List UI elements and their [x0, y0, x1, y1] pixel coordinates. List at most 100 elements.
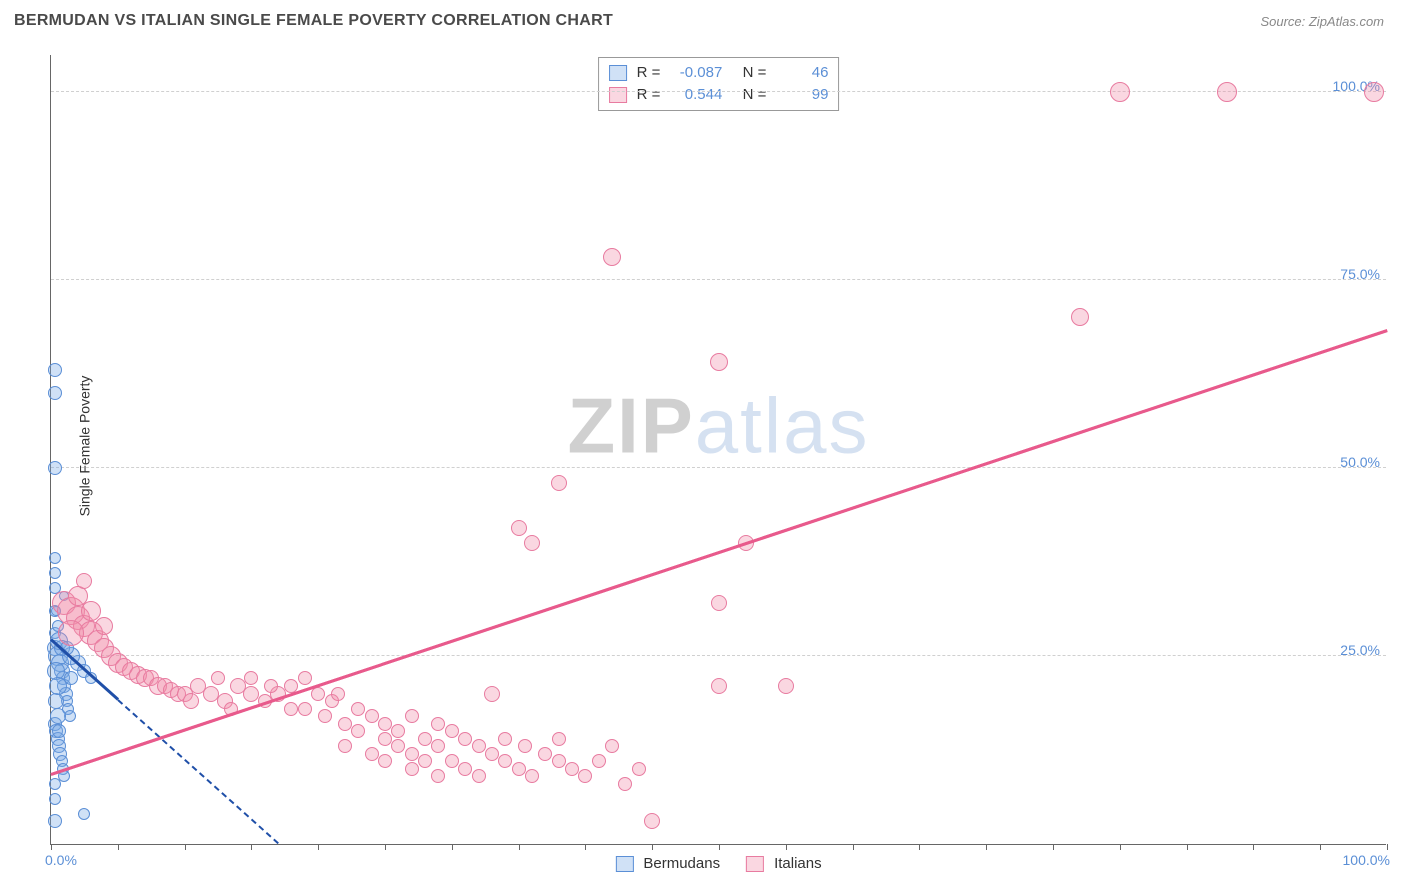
data-point	[95, 617, 113, 635]
data-point	[338, 717, 352, 731]
n-value: 46	[772, 62, 828, 84]
swatch-italians	[746, 856, 764, 872]
data-point	[351, 702, 365, 716]
data-point	[264, 679, 278, 693]
data-point	[445, 754, 459, 768]
data-point	[48, 363, 62, 377]
data-point	[48, 386, 62, 400]
y-tick-label: 50.0%	[1340, 454, 1380, 470]
n-value: 99	[772, 84, 828, 106]
data-point	[365, 747, 379, 761]
trend-line	[51, 329, 1388, 776]
data-point	[632, 762, 646, 776]
n-label: N =	[743, 84, 767, 106]
data-point	[552, 732, 566, 746]
data-point	[711, 595, 727, 611]
data-point	[76, 573, 92, 589]
watermark-zip: ZIP	[567, 381, 694, 469]
x-tick-mark	[1187, 844, 1188, 850]
data-point	[244, 671, 258, 685]
x-tick-label-right: 100.0%	[1343, 852, 1390, 868]
x-tick-mark	[185, 844, 186, 850]
x-tick-mark	[519, 844, 520, 850]
data-point	[1364, 82, 1384, 102]
source-attribution: Source: ZipAtlas.com	[1260, 14, 1384, 29]
data-point	[338, 739, 352, 753]
x-tick-mark	[1120, 844, 1121, 850]
data-point	[298, 702, 312, 716]
x-tick-mark	[385, 844, 386, 850]
data-point	[64, 671, 78, 685]
data-point	[605, 739, 619, 753]
data-point	[52, 724, 66, 738]
data-point	[618, 777, 632, 791]
data-point	[211, 671, 225, 685]
data-point	[331, 687, 345, 701]
correlation-legend: R = -0.087 N = 46 R = 0.544 N = 99	[598, 57, 840, 111]
gridline	[51, 467, 1386, 468]
y-tick-label: 25.0%	[1340, 642, 1380, 658]
data-point	[48, 693, 64, 709]
data-point	[458, 762, 472, 776]
n-label: N =	[743, 62, 767, 84]
data-point	[484, 686, 500, 702]
data-point	[445, 724, 459, 738]
data-point	[49, 778, 61, 790]
data-point	[551, 475, 567, 491]
data-point	[49, 552, 61, 564]
data-point	[498, 754, 512, 768]
data-point	[538, 747, 552, 761]
data-point	[472, 739, 486, 753]
x-tick-mark	[585, 844, 586, 850]
watermark-atlas: atlas	[695, 381, 870, 469]
data-point	[365, 709, 379, 723]
gridline	[51, 279, 1386, 280]
swatch-bermudans	[609, 65, 627, 81]
data-point	[48, 814, 62, 828]
x-tick-mark	[719, 844, 720, 850]
gridline	[51, 655, 1386, 656]
r-label: R =	[637, 62, 661, 84]
data-point	[49, 567, 61, 579]
legend-row-italians: R = 0.544 N = 99	[609, 84, 829, 106]
data-point	[78, 808, 90, 820]
plot-area: ZIPatlas R = -0.087 N = 46 R = 0.544 N =…	[50, 55, 1386, 845]
x-tick-mark	[1320, 844, 1321, 850]
data-point	[578, 769, 592, 783]
data-point	[498, 732, 512, 746]
data-point	[49, 793, 61, 805]
data-point	[592, 754, 606, 768]
data-point	[378, 717, 392, 731]
data-point	[378, 732, 392, 746]
data-point	[518, 739, 532, 753]
series-name: Bermudans	[643, 855, 720, 872]
chart-title: BERMUDAN VS ITALIAN SINGLE FEMALE POVERT…	[14, 12, 613, 29]
legend-item-italians: Italians	[746, 855, 822, 872]
data-point	[778, 678, 794, 694]
x-tick-mark	[786, 844, 787, 850]
data-point	[58, 620, 84, 646]
data-point	[431, 769, 445, 783]
gridline	[51, 91, 1386, 92]
x-tick-label-left: 0.0%	[45, 852, 77, 868]
x-tick-mark	[1053, 844, 1054, 850]
legend-item-bermudans: Bermudans	[615, 855, 720, 872]
data-point	[351, 724, 365, 738]
data-point	[418, 732, 432, 746]
plot-wrap: ZIPatlas R = -0.087 N = 46 R = 0.544 N =…	[50, 55, 1386, 845]
data-point	[50, 708, 66, 724]
data-point	[284, 702, 298, 716]
data-point	[405, 762, 419, 776]
r-value: -0.087	[666, 62, 722, 84]
x-tick-mark	[318, 844, 319, 850]
data-point	[565, 762, 579, 776]
y-tick-label: 75.0%	[1340, 266, 1380, 282]
data-point	[1110, 82, 1130, 102]
x-tick-mark	[51, 844, 52, 850]
x-tick-mark	[986, 844, 987, 850]
data-point	[48, 461, 62, 475]
data-point	[512, 762, 526, 776]
swatch-italians	[609, 87, 627, 103]
x-tick-mark	[853, 844, 854, 850]
data-point	[298, 671, 312, 685]
